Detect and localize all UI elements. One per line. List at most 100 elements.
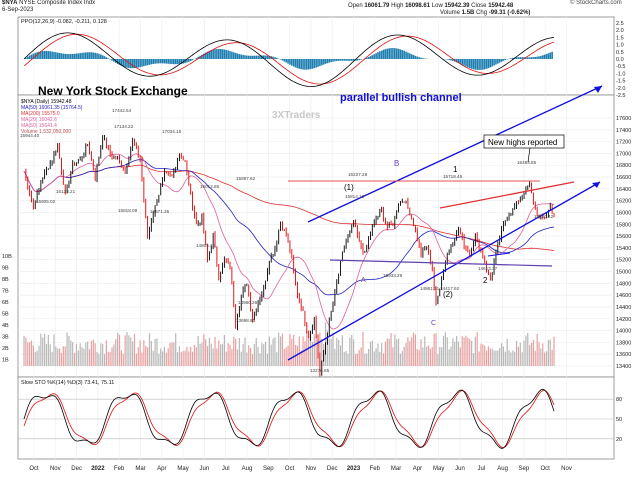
ppo-histogram-bar (143, 59, 145, 67)
ppo-histogram-bar (51, 51, 53, 59)
ppo-histogram-bar (129, 59, 132, 69)
price-tick-label: 15800 (616, 222, 631, 228)
ppo-histogram-bar (311, 59, 314, 69)
price-point-label: 15818.09 (118, 208, 138, 213)
ppo-histogram-bar (510, 58, 512, 59)
volume-bar (242, 344, 244, 366)
volume-bar (351, 334, 353, 366)
volume-bar (341, 335, 343, 366)
ppo-histogram-bar (103, 56, 106, 59)
price-tick-label: 16000 (616, 210, 631, 216)
ppo-histogram-bar (75, 53, 78, 59)
volume-bar (205, 339, 207, 366)
ppo-histogram-bar (191, 59, 194, 61)
ppo-histogram-bar (292, 59, 295, 67)
volume-bar (107, 351, 109, 366)
volume-bar (497, 350, 499, 366)
ppo-histogram-bar (283, 59, 286, 62)
volume-bar (44, 333, 46, 366)
volume-bar (257, 346, 259, 366)
ppo-histogram-bar (176, 59, 179, 65)
volume-bar (433, 333, 435, 366)
volume-bar (216, 348, 218, 366)
ppo-histogram-bar (55, 52, 57, 59)
volume-bar (369, 341, 372, 366)
ppo-histogram-bar (279, 59, 282, 60)
volume-bar (238, 337, 240, 366)
ppo-histogram-bar (238, 54, 241, 59)
price-tick-label: 16600 (616, 175, 631, 181)
x-tick-label: Oct (541, 466, 551, 472)
price-point-label: 15944.40 (20, 133, 40, 138)
price-tick-label: 14800 (616, 281, 631, 287)
ppo-histogram-bar (135, 59, 138, 68)
volume-bar (229, 344, 231, 366)
volume-bar (117, 332, 119, 366)
volume-bar (521, 352, 523, 366)
ppo-histogram-bar (259, 55, 261, 59)
ppo-histogram-bar (246, 55, 248, 59)
ppo-histogram-bar (66, 54, 68, 59)
ppo-histogram-bar (294, 59, 297, 68)
x-tick-label: Feb (114, 466, 125, 472)
ppo-histogram-bar (335, 59, 338, 62)
ppo-histogram-bar (122, 59, 125, 67)
ppo-histogram-bar (139, 59, 141, 68)
volume-bar (111, 347, 113, 366)
ppo-histogram-bar (511, 57, 514, 59)
volume-bar (527, 333, 529, 366)
volume-bar (51, 352, 53, 366)
volume-bar (264, 341, 267, 366)
ppo-histogram-bar (182, 59, 184, 64)
volume-tick-label: 1B (2, 358, 9, 364)
ppo-histogram-bar (274, 57, 276, 59)
volume-bar (81, 347, 83, 366)
ppo-histogram-bar (291, 59, 293, 66)
volume-bar (459, 347, 461, 366)
ppo-histogram-bar (298, 59, 301, 69)
ppo-tick-label: 0.5 (616, 50, 624, 56)
volume-bar (397, 338, 400, 366)
ppo-histogram-bar (478, 59, 480, 70)
ppo-histogram-bar (174, 59, 177, 65)
volume-bar (147, 347, 149, 366)
volume-bar (427, 345, 430, 366)
ppo-histogram-bar (62, 53, 65, 59)
ppo-line (23, 32, 555, 87)
volume-bar (409, 341, 411, 366)
ppo-histogram-bar (371, 55, 374, 59)
ppo-histogram-bar (41, 51, 44, 59)
ppo-histogram-bar (212, 49, 214, 59)
ppo-histogram-bar (146, 59, 149, 66)
ppo-histogram-bar (156, 59, 158, 64)
ppo-histogram-bar (79, 53, 81, 59)
volume-bar (148, 333, 151, 366)
ppo-histogram-bar (521, 57, 523, 59)
volume-bar (235, 338, 237, 366)
volume-bar (100, 343, 102, 366)
volume-bar (366, 353, 368, 366)
ppo-histogram-bar (375, 53, 377, 59)
ppo-histogram-bar (463, 59, 465, 66)
sto-k-line (23, 388, 555, 449)
ppo-histogram-bar (468, 59, 471, 69)
volume-tick-label: 10B (2, 254, 12, 260)
ppo-histogram-bar (545, 53, 548, 59)
volume-bar (411, 337, 413, 366)
volume-bar (118, 334, 121, 366)
x-tick-label: Nov (50, 466, 61, 472)
price-point-label: 15897.62 (236, 176, 256, 181)
ppo-histogram-bar (60, 53, 63, 59)
volume-bar (225, 351, 227, 366)
volume-bar (545, 351, 548, 366)
price-point-label: 15920.42 (534, 214, 554, 219)
ppo-histogram-bar (30, 54, 33, 59)
ppo-histogram-bar (495, 59, 497, 65)
ppo-histogram-bar (180, 59, 183, 64)
ppo-histogram-bar (99, 54, 102, 59)
ppo-histogram-bar (276, 57, 278, 59)
volume-bar (457, 341, 460, 366)
volume-tick-label: 9B (2, 266, 9, 272)
volume-bar (73, 352, 76, 366)
volume-bar (161, 351, 164, 366)
